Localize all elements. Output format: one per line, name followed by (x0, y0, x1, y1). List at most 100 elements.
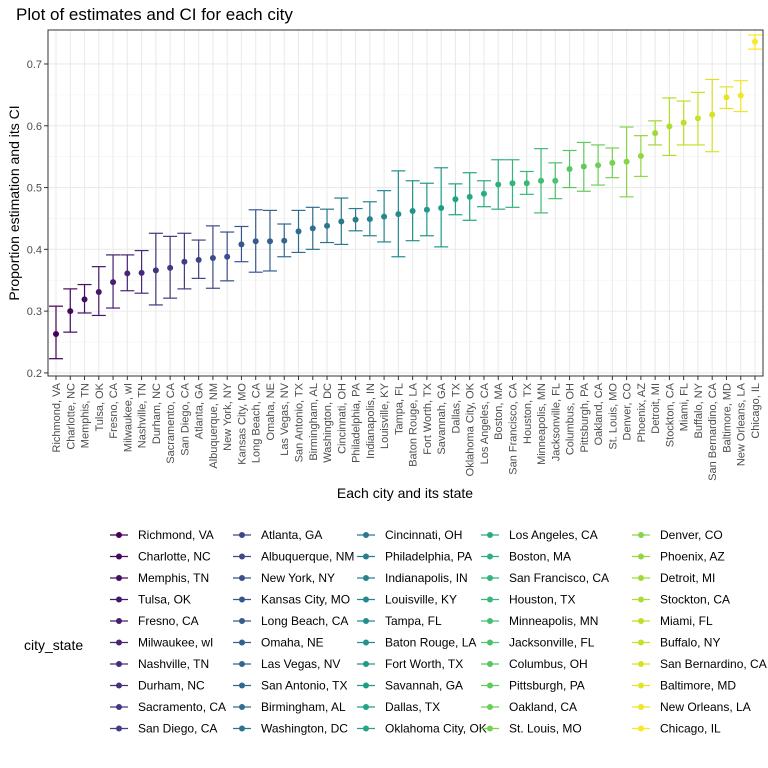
legend-key-point (116, 575, 122, 581)
chart-title: Plot of estimates and CI for each city (16, 5, 293, 24)
legend-item: Baltimore, MD (632, 679, 736, 693)
estimate-point (723, 94, 730, 101)
legend-item: New Orleans, LA (632, 700, 751, 714)
legend-key-point (487, 682, 493, 689)
legend-key-point (239, 682, 245, 689)
legend-key-point (487, 661, 493, 667)
legend-key-point (487, 639, 493, 646)
legend-key-point (363, 725, 369, 732)
legend-item: Birmingham, AL (233, 700, 346, 714)
x-tick-label: Buffalo, NY (693, 382, 705, 438)
estimate-point (81, 296, 88, 303)
legend-label: Columbus, OH (509, 657, 588, 671)
y-tick-label: 0.2 (27, 368, 42, 380)
legend-item: Tampa, FL (357, 614, 442, 628)
x-tick-label: Phoenix, AZ (636, 383, 648, 443)
legend-item: Minneapolis, MN (481, 614, 598, 628)
x-tick-label: Boston, MA (493, 382, 505, 440)
legend-key-point (239, 639, 245, 646)
legend-key-point (239, 553, 245, 560)
legend-item: Albuquerque, NM (233, 550, 354, 564)
legend-key-point (116, 618, 122, 624)
x-tick-label: Kansas City, MO (236, 383, 248, 465)
legend-item: Atlanta, GA (233, 528, 322, 542)
x-tick-label: Pittsburgh, PA (579, 382, 591, 452)
estimate-point (580, 163, 587, 170)
legend-key-point (487, 532, 493, 538)
legend-item: Savannah, GA (357, 679, 463, 693)
x-tick-label: St. Louis, MO (607, 383, 619, 450)
plot-panel (48, 30, 763, 376)
estimate-point (680, 119, 687, 126)
estimate-point (552, 177, 559, 184)
legend-item: Detroit, MI (632, 571, 715, 585)
legend-key-point (487, 553, 493, 560)
estimate-point (409, 208, 416, 215)
estimate-point (224, 253, 231, 260)
legend-key-point (116, 661, 122, 667)
legend-key-point (363, 682, 369, 689)
legend-item: Las Vegas, NV (233, 657, 340, 671)
x-tick-label: Savannah, GA (436, 382, 448, 454)
x-tick-label: Durham, NC (151, 383, 163, 444)
legend-item: Oakland, CA (481, 700, 577, 714)
estimate-point (509, 180, 516, 187)
x-tick-label: Miami, FL (679, 383, 691, 431)
estimate-point (637, 153, 644, 160)
legend-key-point (363, 575, 369, 581)
legend-label: Denver, CO (660, 528, 723, 542)
legend-item: Omaha, NE (233, 636, 324, 650)
legend-label: Birmingham, AL (261, 700, 346, 714)
legend-key-point (363, 532, 369, 538)
estimate-point (666, 123, 673, 130)
x-tick-label: Birmingham, AL (308, 383, 320, 461)
legend-label: Richmond, VA (138, 528, 214, 542)
x-tick-label: Tulsa, OK (94, 382, 106, 431)
x-tick-label: Oklahoma City, OK (465, 382, 477, 476)
legend-label: Albuquerque, NM (261, 550, 354, 564)
x-tick-label: Philadelphia, PA (351, 382, 363, 463)
legend-key-point (638, 596, 644, 603)
estimate-point (566, 166, 573, 173)
x-tick-label: Milwaukee, wI (122, 383, 134, 452)
legend-label: New Orleans, LA (660, 700, 751, 714)
y-tick-label: 0.6 (27, 121, 42, 133)
estimate-point (737, 92, 744, 99)
legend-label: San Antonio, TX (261, 679, 348, 693)
estimate-point (395, 211, 402, 218)
legend-label: Minneapolis, MN (509, 614, 598, 628)
estimate-point (281, 237, 288, 244)
legend-label: Indianapolis, IN (385, 571, 468, 585)
estimate-point (124, 270, 131, 277)
legend-label: Oakland, CA (509, 700, 577, 714)
x-tick-label: Richmond, VA (51, 382, 63, 452)
x-tick-label: Tampa, FL (393, 383, 405, 435)
legend-label: Memphis, TN (138, 571, 209, 585)
x-tick-label: Baton Rouge, LA (408, 382, 420, 466)
legend-item: New York, NY (233, 571, 335, 585)
legend-label: Tampa, FL (385, 614, 442, 628)
legend-key-point (638, 682, 644, 689)
x-tick-label: Indianapolis, IN (365, 383, 377, 459)
legend-label: Nashville, TN (138, 657, 209, 671)
x-tick-label: Fresno, CA (108, 382, 120, 438)
legend-key-point (239, 532, 245, 538)
legend-key-point (487, 618, 493, 624)
legend-label: Kansas City, MO (261, 593, 350, 607)
legend-label: Dallas, TX (385, 700, 440, 714)
x-axis-title: Each city and its state (337, 485, 473, 501)
legend-label: Chicago, IL (660, 722, 721, 736)
legend-key-point (116, 704, 122, 710)
legend-item: Richmond, VA (110, 528, 214, 542)
estimate-point (523, 180, 530, 187)
x-tick-label: Charlotte, NC (65, 383, 77, 450)
estimate-point (423, 206, 430, 213)
estimate-point (138, 269, 145, 276)
legend-label: Baltimore, MD (660, 679, 736, 693)
legend-key-point (487, 596, 493, 603)
estimate-point (652, 130, 659, 137)
estimate-point (309, 225, 316, 232)
y-tick-label: 0.5 (27, 183, 42, 195)
legend-label: Sacramento, CA (138, 700, 226, 714)
legend-item: Boston, MA (481, 550, 571, 564)
